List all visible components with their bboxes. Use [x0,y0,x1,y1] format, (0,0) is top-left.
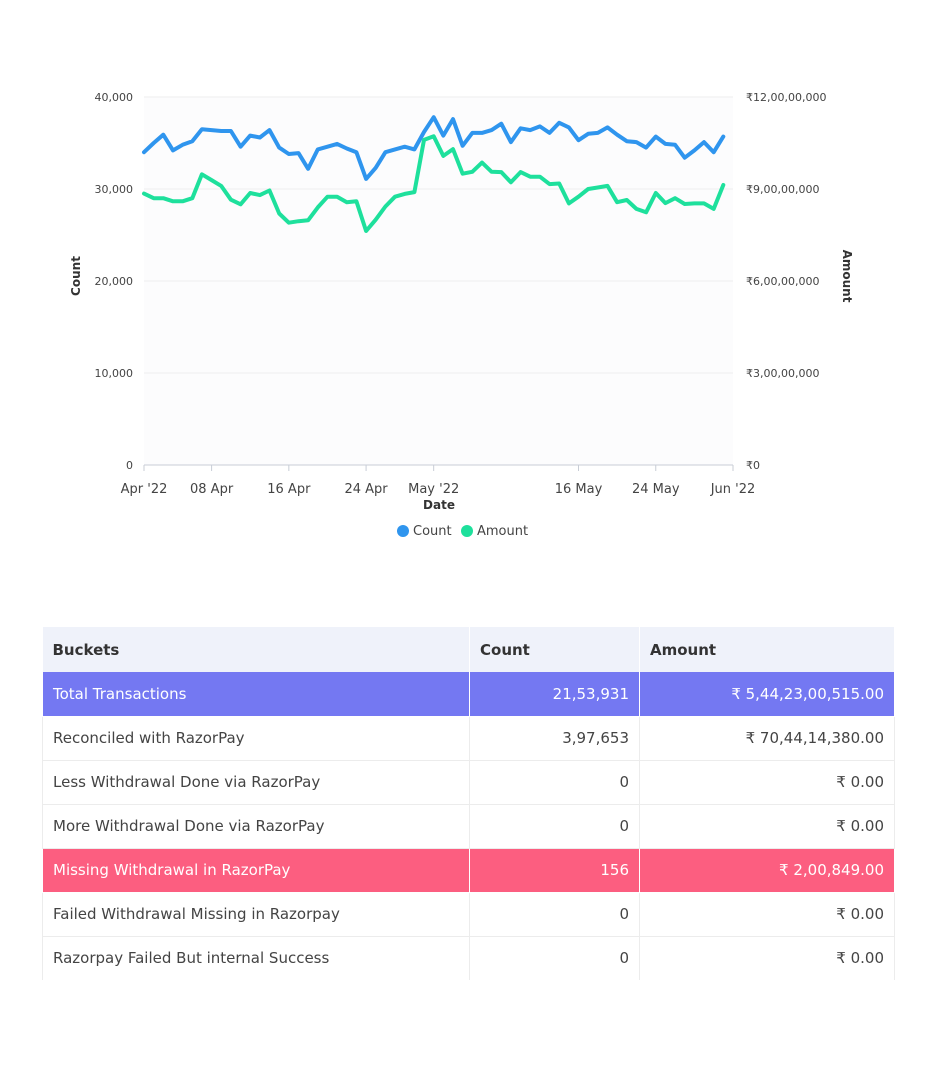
y-axis-title-left: Count [69,256,83,296]
bucket-count: 0 [469,892,640,937]
legend-item-count[interactable]: Count [397,524,452,539]
bucket-amount: ₹ 2,00,849.00 [639,848,895,893]
header-amount[interactable]: Amount [639,627,895,672]
table-row[interactable]: More Withdrawal Done via RazorPay 0 ₹ 0.… [42,804,895,849]
legend-marker-amount [461,525,473,537]
bucket-amount: ₹ 5,44,23,00,515.00 [639,672,895,717]
bucket-label: More Withdrawal Done via RazorPay [42,804,470,849]
table-row[interactable]: Total Transactions 21,53,931 ₹ 5,44,23,0… [42,672,895,717]
legend-item-amount[interactable]: Amount [461,524,528,539]
header-count[interactable]: Count [469,627,640,672]
bucket-count: 0 [469,936,640,980]
table-header-row: Buckets Count Amount [42,627,895,672]
y-tick-label-left: 20,000 [95,275,134,288]
y-tick-label-left: 40,000 [95,91,134,104]
x-tick-label: 08 Apr [190,482,234,497]
bucket-label: Missing Withdrawal in RazorPay [42,848,470,893]
y-tick-label-right: ₹12,00,00,000 [746,91,826,104]
bucket-count: 3,97,653 [469,716,640,761]
chart-container: Apr '22 08 Apr 16 Apr 24 Apr May '22 16 May 24… [69,91,854,539]
x-tick-label: May '22 [408,482,459,497]
table-row[interactable]: Reconciled with RazorPay 3,97,653 ₹ 70,4… [42,716,895,761]
header-buckets[interactable]: Buckets [42,627,470,672]
legend[interactable]: Count Amount [397,524,528,539]
grid-lines [144,96,733,374]
bucket-count: 156 [469,848,640,893]
series-line-amount[interactable] [142,134,726,233]
bucket-count: 21,53,931 [469,672,640,717]
y-tick-label-left: 30,000 [95,183,134,196]
line-chart: Apr '22 08 Apr 16 Apr 24 Apr May '22 16 May 24… [69,91,854,539]
table-row[interactable]: Razorpay Failed But internal Success 0 ₹… [42,936,895,980]
bucket-amount: ₹ 70,44,14,380.00 [639,716,895,761]
bucket-label: Total Transactions [42,672,470,717]
bucket-count: 0 [469,760,640,805]
bucket-amount: ₹ 0.00 [639,892,895,937]
bucket-label: Less Withdrawal Done via RazorPay [42,760,470,805]
y-tick-label-right: ₹6,00,00,000 [746,275,819,288]
bucket-label: Failed Withdrawal Missing in Razorpay [42,892,470,937]
table-row[interactable]: Failed Withdrawal Missing in Razorpay 0 … [42,892,895,937]
x-tick-label: Apr '22 [121,482,168,497]
y-tick-label-right: ₹9,00,00,000 [746,183,819,196]
bucket-amount: ₹ 0.00 [639,760,895,805]
bucket-label: Reconciled with RazorPay [42,716,470,761]
x-axis-title: Date [423,498,455,512]
x-tick-label: 16 May [555,482,603,497]
bucket-amount: ₹ 0.00 [639,804,895,849]
bucket-count: 0 [469,804,640,849]
series-line-count[interactable] [142,115,726,181]
x-tick-label: 16 Apr [267,482,311,497]
legend-label-amount: Amount [477,524,528,539]
x-ticks: Apr '22 08 Apr 16 Apr 24 Apr May '22 16 May 24… [121,465,756,497]
y-tick-label-right: ₹0 [746,459,760,472]
x-tick-label: 24 May [632,482,680,497]
legend-marker-count [397,525,409,537]
legend-label-count: Count [413,524,452,539]
y-ticks-left: 0 10,000 20,000 30,000 40,000 [95,91,134,472]
y-axis-title-right: Amount [840,250,854,303]
x-tick-label: Jun '22 [710,482,756,497]
y-tick-label-left: 10,000 [95,367,134,380]
bucket-amount: ₹ 0.00 [639,936,895,980]
table-row[interactable]: Missing Withdrawal in RazorPay 156 ₹ 2,0… [42,848,895,893]
buckets-table: Buckets Count Amount Total Transactions … [42,627,895,980]
series-lines [142,115,726,233]
y-tick-label-right: ₹3,00,00,000 [746,367,819,380]
x-tick-label: 24 Apr [344,482,388,497]
table-row[interactable]: Less Withdrawal Done via RazorPay 0 ₹ 0.… [42,760,895,805]
y-ticks-right: ₹0 ₹3,00,00,000 ₹6,00,00,000 ₹9,00,00,000 ₹1… [746,91,826,472]
y-tick-label-left: 0 [126,459,133,472]
bucket-label: Razorpay Failed But internal Success [42,936,470,980]
